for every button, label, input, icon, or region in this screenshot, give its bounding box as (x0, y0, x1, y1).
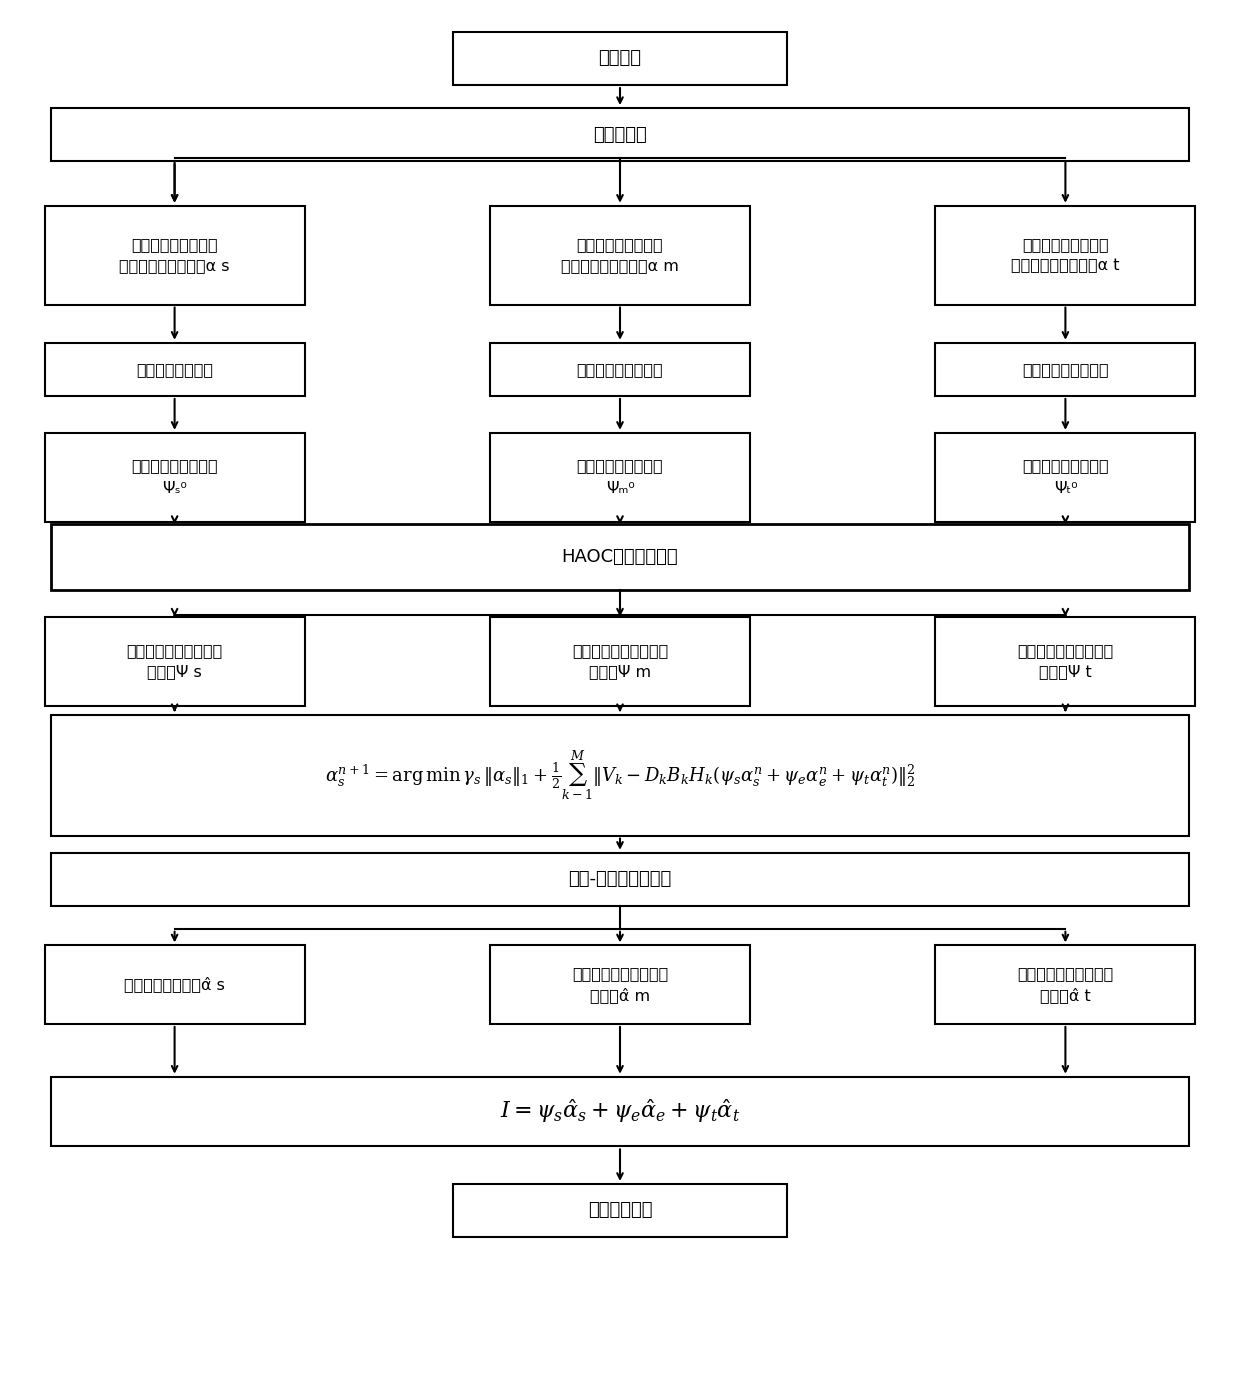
Text: 获得光滑成分系数α̂ s: 获得光滑成分系数α̂ s (124, 976, 224, 993)
FancyBboxPatch shape (45, 616, 305, 706)
FancyBboxPatch shape (45, 206, 305, 305)
FancyBboxPatch shape (935, 343, 1195, 395)
FancyBboxPatch shape (45, 432, 305, 522)
Text: 获得光滑成分对应过完
备字典Ψ s: 获得光滑成分对应过完 备字典Ψ s (126, 643, 223, 680)
FancyBboxPatch shape (490, 616, 750, 706)
FancyBboxPatch shape (490, 946, 750, 1024)
FancyBboxPatch shape (45, 343, 305, 395)
Text: 小波域纹理模型变换: 小波域纹理模型变换 (1022, 362, 1109, 376)
Text: 初始化参数: 初始化参数 (593, 125, 647, 144)
FancyBboxPatch shape (935, 206, 1195, 305)
Text: 设光滑、纹理系数为
零，初始化边缘系数α m: 设光滑、纹理系数为 零，初始化边缘系数α m (560, 238, 680, 273)
FancyBboxPatch shape (51, 853, 1189, 906)
Text: HAOC重合聚类算法: HAOC重合聚类算法 (562, 548, 678, 566)
Text: 超分辨率图像: 超分辨率图像 (588, 1201, 652, 1219)
FancyBboxPatch shape (490, 206, 750, 305)
FancyBboxPatch shape (51, 715, 1189, 836)
Text: 设边缘、纹理系数为
零，初始化光滑系数α s: 设边缘、纹理系数为 零，初始化光滑系数α s (119, 238, 229, 273)
Text: $I=\psi_s\hat{\alpha}_s+\psi_e\hat{\alpha}_e+\psi_t\hat{\alpha}_t$: $I=\psi_s\hat{\alpha}_s+\psi_e\hat{\alph… (500, 1097, 740, 1126)
Text: 离散光滑小波变换: 离散光滑小波变换 (136, 362, 213, 376)
Text: 获得光滑成分对应过完
备字典Ψ t: 获得光滑成分对应过完 备字典Ψ t (1017, 643, 1114, 680)
FancyBboxPatch shape (453, 32, 787, 85)
Text: 原始图像: 原始图像 (599, 49, 641, 67)
Text: 获得光滑成分对应过完
备字典α̂ m: 获得光滑成分对应过完 备字典α̂ m (572, 967, 668, 1004)
FancyBboxPatch shape (51, 108, 1189, 161)
FancyBboxPatch shape (490, 343, 750, 395)
FancyBboxPatch shape (51, 1076, 1189, 1146)
FancyBboxPatch shape (935, 616, 1195, 706)
FancyBboxPatch shape (490, 432, 750, 522)
Text: 牛顿-拉夫森迭代方法: 牛顿-拉夫森迭代方法 (568, 870, 672, 888)
FancyBboxPatch shape (935, 946, 1195, 1024)
FancyBboxPatch shape (453, 1184, 787, 1237)
Text: 获得初始过完备字典
Ψₘ⁰: 获得初始过完备字典 Ψₘ⁰ (577, 459, 663, 496)
Text: 获得光滑成分对应过完
备字典Ψ m: 获得光滑成分对应过完 备字典Ψ m (572, 643, 668, 680)
Text: 非规则轮廓小波变换: 非规则轮廓小波变换 (577, 362, 663, 376)
Text: 获得光滑成分对应过完
备字典α̂ t: 获得光滑成分对应过完 备字典α̂ t (1017, 967, 1114, 1004)
FancyBboxPatch shape (51, 524, 1189, 590)
Text: 获得初始过完备字典
Ψₛ⁰: 获得初始过完备字典 Ψₛ⁰ (131, 459, 218, 496)
Text: 设光滑、边缘系数为
零，初始化纹理系数α t: 设光滑、边缘系数为 零，初始化纹理系数α t (1011, 238, 1120, 273)
FancyBboxPatch shape (45, 946, 305, 1024)
Text: $\alpha_s^{n+1}=\arg\min\,\gamma_s\,\|\alpha_s\|_1+\frac{1}{2}\sum_{k-1}^{M}\|V_: $\alpha_s^{n+1}=\arg\min\,\gamma_s\,\|\a… (325, 748, 915, 802)
Text: 获得初始过完备字典
Ψₜ⁰: 获得初始过完备字典 Ψₜ⁰ (1022, 459, 1109, 496)
FancyBboxPatch shape (935, 432, 1195, 522)
